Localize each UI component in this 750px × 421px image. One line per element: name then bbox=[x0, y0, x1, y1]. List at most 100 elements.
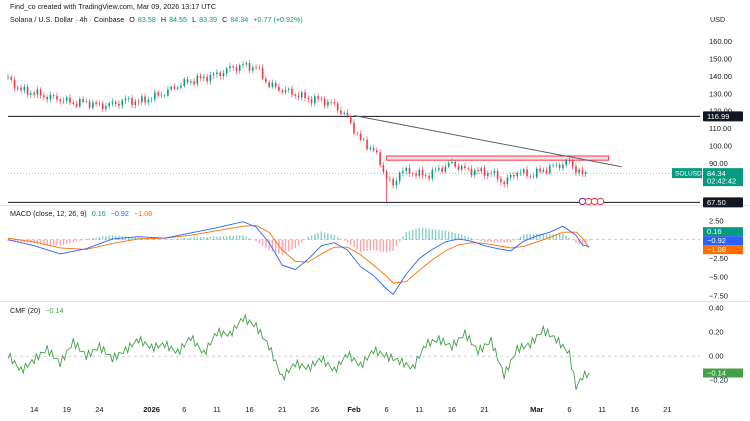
candle-body bbox=[392, 178, 394, 186]
macd-histogram-bar bbox=[451, 232, 453, 240]
candle-body bbox=[539, 168, 541, 172]
macd-hist-value: 0.16 bbox=[91, 209, 106, 218]
candle-body bbox=[203, 76, 205, 78]
candle-body bbox=[248, 63, 251, 71]
macd-histogram-bar bbox=[359, 239, 362, 252]
candle-body bbox=[584, 172, 587, 174]
macd-histogram-bar bbox=[568, 238, 571, 240]
macd-histogram-bar bbox=[255, 239, 257, 242]
candle-body bbox=[340, 110, 342, 114]
macd-histogram-bar bbox=[523, 234, 525, 240]
candle-body bbox=[372, 147, 375, 151]
symbol-legend[interactable]: Solana / U.S. Dollar · 4h · Coinbase O 83… bbox=[10, 15, 306, 24]
candle-body bbox=[402, 170, 404, 173]
price-axis-tick: 150.00 bbox=[709, 55, 732, 64]
macd-histogram-bar bbox=[52, 239, 55, 246]
last-price-label: 84.34 bbox=[707, 169, 726, 178]
macd-histogram-bar bbox=[487, 239, 489, 243]
date-axis-tick: 6 bbox=[182, 405, 186, 414]
change-value: +0.77 (+0.92%) bbox=[253, 15, 303, 24]
macd-histogram-bar bbox=[294, 239, 296, 248]
candle-body bbox=[555, 164, 558, 166]
chart-credit: Find_co created with TradingView.com, Ma… bbox=[10, 2, 219, 11]
candle-body bbox=[52, 94, 55, 96]
macd-histogram-bar bbox=[382, 239, 385, 252]
macd-line-value: −0.92 bbox=[110, 209, 129, 218]
cmf-axis-tick: −0.20 bbox=[709, 376, 728, 385]
open-label: O bbox=[129, 15, 135, 24]
macd-histogram-bar bbox=[193, 237, 195, 240]
candle-body bbox=[88, 101, 91, 108]
macd-histogram-bar bbox=[20, 239, 22, 243]
candle-body bbox=[291, 88, 293, 95]
candle-body bbox=[98, 103, 101, 105]
candle-body bbox=[362, 139, 365, 141]
macd-histogram-bar bbox=[278, 239, 280, 254]
candle-body bbox=[349, 115, 352, 123]
macd-histogram-bar bbox=[173, 238, 176, 240]
candle-body bbox=[447, 162, 450, 167]
candle-body bbox=[196, 75, 199, 84]
candle-body bbox=[503, 182, 505, 185]
cmf-legend[interactable]: CMF (20) −0.14 bbox=[10, 306, 67, 315]
macd-histogram-bar bbox=[66, 239, 68, 244]
candle-body bbox=[441, 168, 443, 172]
date-axis-tick: 21 bbox=[663, 405, 671, 414]
candle-body bbox=[10, 76, 13, 80]
macd-histogram-bar bbox=[111, 235, 114, 240]
candle-body bbox=[444, 166, 447, 172]
macd-histogram-bar bbox=[232, 235, 234, 240]
macd-histogram-bar bbox=[581, 239, 584, 247]
event-marker-icon bbox=[596, 197, 605, 206]
macd-histogram-bar bbox=[558, 233, 561, 240]
candle-body bbox=[346, 112, 349, 116]
candle-body bbox=[487, 173, 489, 176]
macd-histogram-bar bbox=[242, 235, 244, 240]
date-axis-tick: 11 bbox=[598, 405, 606, 414]
macd-histogram-bar bbox=[190, 237, 192, 240]
candle-body bbox=[336, 103, 339, 111]
macd-histogram-bar bbox=[92, 237, 94, 240]
candle-body bbox=[549, 165, 551, 174]
candle-body bbox=[193, 81, 195, 84]
candle-body bbox=[189, 81, 192, 83]
macd-histogram-bar bbox=[555, 234, 558, 240]
macd-value-label: −1.08 bbox=[707, 245, 726, 254]
macd-histogram-bar bbox=[529, 234, 531, 240]
date-axis-tick: 16 bbox=[448, 405, 456, 414]
symbol-badge-label: SOLUSD bbox=[675, 171, 702, 178]
candle-body bbox=[105, 106, 107, 109]
macd-histogram-bar bbox=[402, 236, 404, 240]
candle-body bbox=[242, 64, 244, 66]
candle-body bbox=[519, 172, 522, 174]
candle-body bbox=[467, 168, 470, 169]
macd-legend[interactable]: MACD (close, 12, 26, 9) 0.16 −0.92 −1.08 bbox=[10, 209, 155, 218]
macd-histogram-bar bbox=[434, 229, 437, 240]
cmf-value: −0.14 bbox=[45, 306, 64, 315]
candle-body bbox=[134, 101, 137, 106]
candle-body bbox=[268, 82, 270, 88]
macd-histogram-bar bbox=[46, 239, 48, 245]
candle-body bbox=[23, 86, 26, 91]
macd-histogram-bar bbox=[115, 235, 117, 240]
macd-histogram-bar bbox=[297, 239, 300, 246]
price-axis-tick: 110.00 bbox=[709, 124, 731, 133]
macd-histogram-bar bbox=[323, 232, 326, 240]
macd-histogram-bar bbox=[248, 238, 251, 240]
date-axis-tick: 21 bbox=[480, 405, 488, 414]
candle-body bbox=[532, 176, 535, 178]
candle-body bbox=[327, 102, 329, 106]
macd-histogram-bar bbox=[258, 239, 261, 244]
candle-body bbox=[506, 177, 509, 185]
price-axis-tick: 90.00 bbox=[709, 159, 728, 168]
candle-body bbox=[480, 168, 483, 172]
candle-body bbox=[49, 94, 52, 100]
candle-body bbox=[457, 166, 460, 170]
candle-body bbox=[369, 147, 372, 150]
candle-body bbox=[460, 166, 463, 170]
candle-body bbox=[389, 178, 391, 180]
candle-body bbox=[529, 176, 532, 177]
candle-body bbox=[323, 98, 326, 106]
event-marker-icon bbox=[590, 197, 599, 206]
